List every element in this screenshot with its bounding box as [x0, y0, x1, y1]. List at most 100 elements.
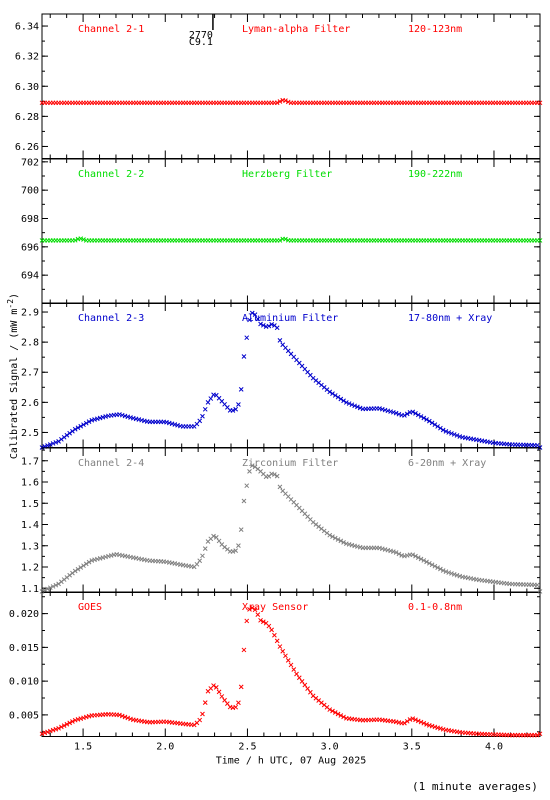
data-point [197, 418, 203, 424]
panel-4-band-label: 6-20nm + Xray [408, 458, 486, 469]
data-point [341, 398, 346, 404]
data-point [249, 463, 255, 469]
data-point [83, 561, 89, 567]
x-tick-label: 2.0 [156, 742, 174, 753]
data-point [258, 617, 263, 623]
data-point [260, 322, 266, 328]
data-point [47, 728, 53, 734]
y-tick-label: 6.26 [15, 142, 39, 153]
data-point [338, 396, 344, 402]
data-point [272, 472, 277, 477]
series-3 [39, 310, 543, 450]
data-point [327, 532, 333, 538]
data-point [119, 713, 125, 719]
data-point [291, 667, 297, 672]
data-point [421, 415, 427, 421]
data-point [236, 402, 241, 407]
data-point [249, 605, 255, 611]
y-tick-label: 694 [21, 271, 39, 282]
event-marker-label: 2770 [189, 30, 213, 41]
data-point [258, 321, 263, 327]
data-point [233, 548, 239, 553]
data-point [75, 425, 81, 431]
data-point [75, 566, 81, 572]
data-point [64, 721, 70, 727]
data-point [274, 638, 280, 644]
data-point [70, 719, 75, 724]
data-point [266, 323, 272, 329]
data-point [128, 716, 133, 722]
data-point [435, 565, 440, 570]
data-point [288, 662, 294, 668]
data-point [72, 568, 78, 574]
data-point [285, 658, 291, 663]
data-point [327, 389, 333, 395]
data-point [241, 498, 247, 504]
data-point [216, 689, 222, 695]
panel-2-channel-label: Channel 2-2 [78, 169, 144, 180]
panel-2-filter-label: Herzberg Filter [242, 169, 332, 180]
data-point [332, 535, 338, 541]
data-point [418, 719, 424, 725]
data-point [260, 619, 266, 625]
x-tick-label: 2.5 [238, 742, 256, 753]
data-point [272, 632, 277, 638]
y-tick-label: 1.2 [21, 563, 39, 574]
data-point [402, 720, 407, 726]
data-point [454, 433, 460, 438]
data-point [200, 711, 205, 717]
data-point [446, 570, 452, 575]
data-point [53, 582, 59, 588]
data-point [283, 98, 288, 104]
data-point [454, 572, 460, 578]
data-point [72, 426, 78, 432]
data-point [426, 560, 432, 566]
data-point [305, 686, 310, 691]
data-point [537, 238, 543, 243]
data-point [59, 724, 64, 730]
data-point [269, 627, 274, 633]
data-point [45, 729, 50, 735]
panel-1-band-label: 120-123nm [408, 24, 462, 35]
data-point [45, 586, 50, 592]
data-point [53, 726, 59, 732]
data-point [391, 549, 396, 554]
data-point [402, 413, 407, 418]
data-point [299, 679, 305, 684]
data-point [238, 387, 244, 392]
data-point [45, 443, 50, 448]
data-point [330, 708, 335, 714]
data-point [432, 563, 438, 569]
panel-5-channel-label: GOES [78, 602, 102, 613]
data-point [343, 400, 349, 405]
data-point [39, 589, 45, 594]
footnote: (1 minute averages) [412, 780, 538, 793]
data-point [327, 707, 333, 712]
data-point [449, 431, 454, 436]
data-point [435, 424, 440, 429]
data-point [125, 715, 131, 721]
data-point [424, 721, 429, 727]
data-point [391, 409, 396, 415]
data-point [202, 700, 208, 705]
y-tick-label: 1.1 [21, 584, 39, 595]
data-point [534, 732, 540, 738]
data-point [244, 618, 250, 624]
event-marker-class: C9.1 [189, 37, 213, 48]
y-tick-label: 698 [21, 214, 39, 225]
data-point [81, 422, 86, 428]
data-point [78, 423, 84, 429]
data-point [426, 418, 432, 424]
data-point [211, 683, 216, 688]
data-point [332, 710, 338, 715]
panel-3-band-label: 17-80nm + Xray [408, 313, 492, 324]
data-point [438, 566, 443, 572]
data-point [269, 322, 274, 327]
data-point [266, 623, 272, 629]
data-point [308, 689, 313, 695]
data-point [338, 538, 344, 544]
y-tick-label: 2.6 [21, 398, 39, 409]
data-point [429, 562, 435, 568]
data-point [247, 317, 252, 323]
